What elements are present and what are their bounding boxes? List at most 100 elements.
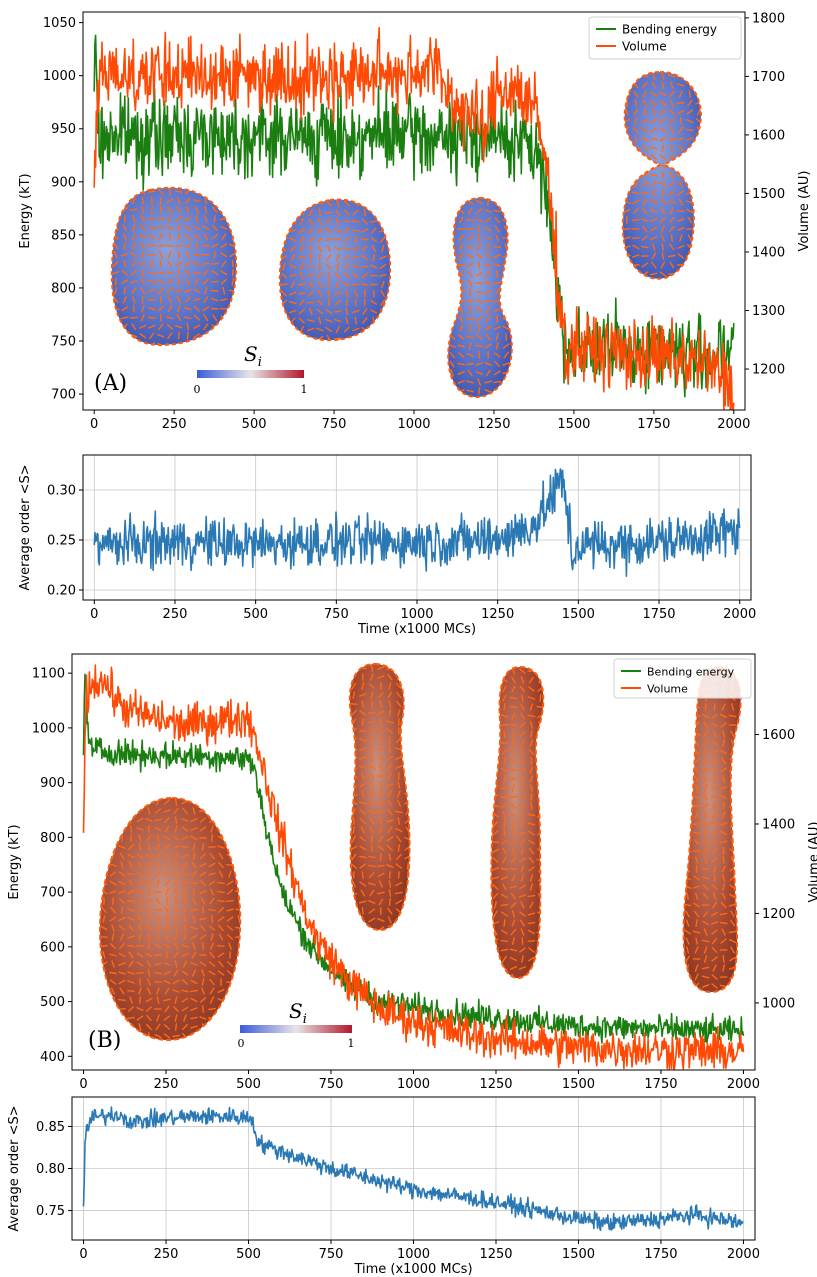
director-mark [138,978,142,986]
director-mark [138,987,142,995]
director-mark [386,755,394,761]
director-mark [661,189,664,197]
director-mark [228,1032,232,1040]
director-mark [623,74,631,78]
director-mark [632,207,639,215]
director-mark [395,765,403,769]
director-mark [129,190,138,194]
director-mark [500,975,509,978]
director-mark [702,803,709,809]
director-mark [289,336,297,341]
director-mark [137,906,143,914]
director-mark [362,308,368,315]
director-mark [172,979,180,985]
director-mark [217,916,225,922]
director-mark [325,327,333,333]
director-mark [202,269,209,276]
director-mark [109,863,117,867]
director-mark [493,910,498,918]
director-mark [661,144,665,152]
director-mark [317,289,322,298]
director-mark [484,389,492,393]
director-mark [111,933,115,941]
director-mark [147,969,151,977]
director-mark [530,730,533,738]
director-mark [459,243,463,251]
director-mark [695,919,698,927]
director-mark [519,668,526,674]
director-mark [679,117,682,125]
director-mark [528,866,535,872]
director-mark [502,856,507,864]
director-mark [307,264,315,269]
director-mark [377,800,385,806]
director-mark [720,830,728,836]
director-mark [642,207,648,215]
director-mark [192,807,196,815]
director-mark [281,334,286,341]
director-mark [317,236,323,243]
director-mark [132,340,135,345]
b-top-ytick-label: 500 [40,995,65,1010]
director-mark [405,916,410,924]
director-mark [181,880,189,886]
director-mark [359,710,367,716]
director-mark [730,946,735,954]
director-mark [404,899,410,905]
director-mark [695,217,701,223]
director-mark [163,998,171,1002]
director-mark [527,929,535,935]
director-mark [199,917,207,921]
director-mark [127,1017,135,1019]
director-mark [641,245,649,249]
director-mark [203,215,208,223]
director-mark [711,758,718,764]
director-mark [511,973,516,978]
director-mark [100,800,108,804]
director-mark [668,164,676,168]
panel-b-order-chart: 0 250 500 750 1000 1250 1500 1750 20000.750.800.… [7,1096,760,1277]
director-mark [686,74,694,78]
director-mark [491,957,500,961]
director-mark [509,777,518,781]
director-mark [280,327,288,332]
director-mark [502,343,510,349]
director-mark [641,118,648,124]
director-mark [351,337,360,340]
director-mark [173,969,179,977]
director-mark [121,306,129,312]
b-top-xtick-label: 1000 [397,1077,430,1092]
director-mark [227,987,233,995]
a-top-xtick-label: 2000 [717,417,750,432]
director-mark [529,703,534,711]
director-mark [492,812,499,818]
director-mark [651,99,657,107]
director-mark [493,326,501,330]
b-bottom-xtick-label: 750 [319,1247,344,1262]
director-mark [297,292,306,295]
director-mark [449,298,456,304]
director-mark [450,288,454,296]
director-mark [668,74,676,78]
director-mark [492,820,499,828]
director-mark [127,908,135,912]
director-mark [703,793,708,801]
director-mark [155,798,161,806]
director-mark [102,915,106,923]
director-mark [493,245,502,249]
director-mark [156,834,160,842]
director-mark [127,1033,135,1039]
director-mark [150,205,154,214]
director-mark [335,325,340,334]
director-mark [309,253,312,262]
director-mark [492,830,499,836]
director-mark [316,228,324,233]
panel-a-vesicle-2 [278,198,392,342]
director-mark [509,885,518,889]
director-mark [493,739,498,747]
director-mark [491,759,500,763]
director-mark [478,387,481,395]
director-mark [449,279,455,287]
director-mark [377,692,384,698]
director-mark [359,836,366,842]
